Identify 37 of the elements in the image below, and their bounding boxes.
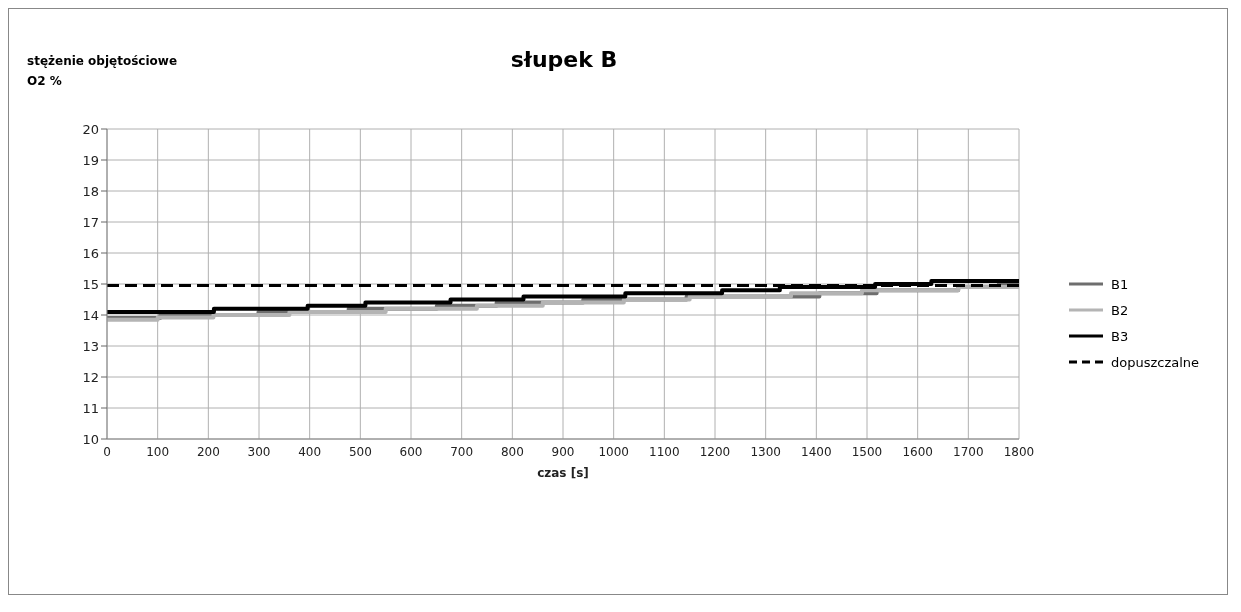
legend-label: B3 [1111,328,1129,344]
x-tick-label: 300 [247,444,271,459]
y-tick-label: 13 [82,338,99,354]
x-tick-label: 600 [399,444,423,459]
x-tick-label: 1000 [598,444,629,459]
y-tick-label: 18 [82,183,99,199]
x-tick-label: 1300 [750,444,781,459]
y-tick-label: 17 [82,214,99,230]
y-tick-label: 12 [82,369,99,385]
x-tick-label: 100 [146,444,170,459]
y-axis-title: stężenie objętościowe O2 % [27,53,179,90]
x-tick-label: 1800 [1003,444,1035,459]
x-tick-label: 1500 [851,444,883,459]
legend-label: B1 [1111,276,1129,292]
x-tick-label: 900 [551,444,575,459]
y-tick-label: 19 [82,152,99,168]
y-tick-label: 20 [82,121,99,137]
x-tick-label: 1200 [699,444,731,459]
x-tick-label: 0 [103,444,111,459]
x-tick-label: 200 [196,444,220,459]
y-tick-label: 10 [82,431,99,447]
x-tick-label: 1100 [649,444,680,459]
x-tick-label: 1600 [902,444,933,459]
y-tick-label: 14 [82,307,99,323]
y-tick-label: 15 [82,276,99,292]
x-tick-label: 500 [348,444,372,459]
x-tick-label: 400 [298,444,322,459]
legend-label: B2 [1111,302,1129,318]
x-axis-title: czas [s] [537,466,589,480]
chart-title: słupek B [510,47,618,72]
legend-label: dopuszczalne [1111,354,1200,370]
x-tick-label: 700 [450,444,474,459]
x-tick-label: 1400 [801,444,832,459]
y-tick-label: 11 [82,400,99,416]
y-tick-label: 16 [82,245,99,261]
x-tick-label: 800 [500,444,524,459]
x-tick-label: 1700 [953,444,984,459]
